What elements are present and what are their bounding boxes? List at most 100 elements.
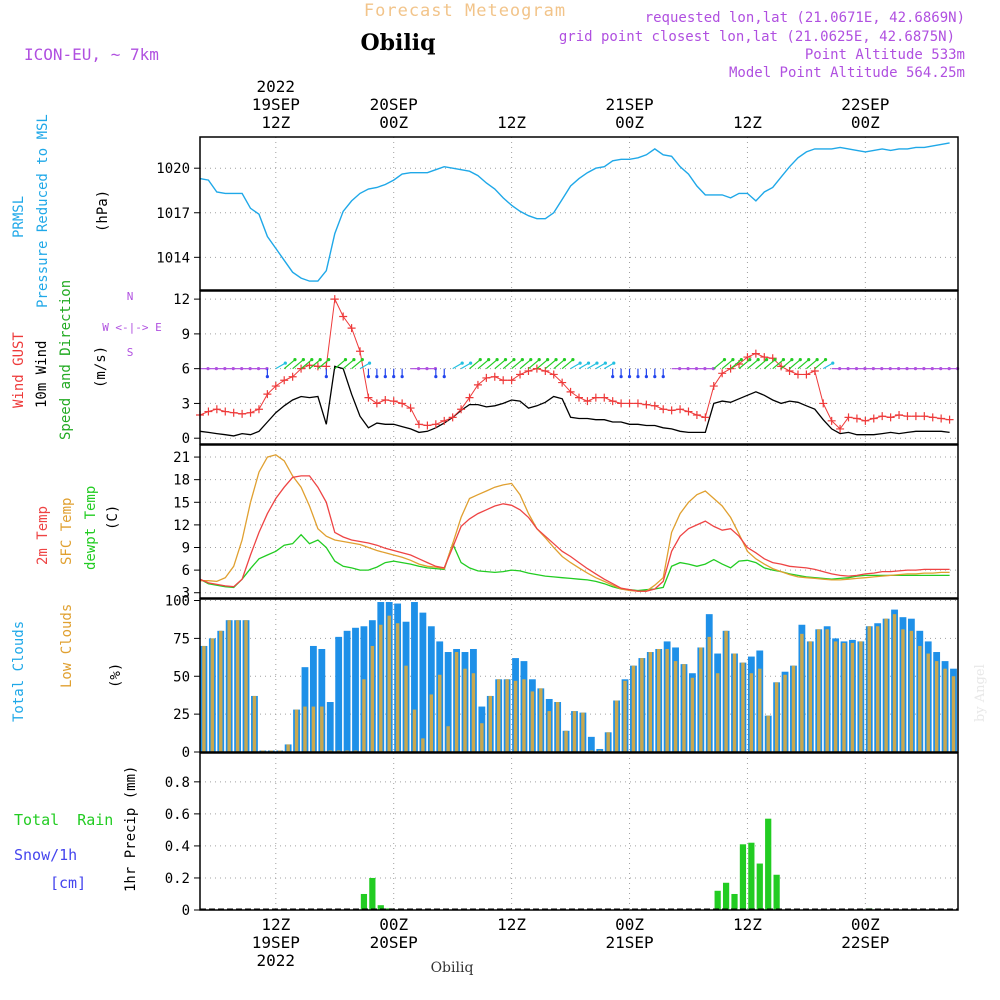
c-unit-label: (C) [105, 505, 121, 530]
wind-gust-line [199, 297, 950, 430]
wind-arrow-head [383, 375, 387, 379]
low-cloud-bar [859, 641, 863, 752]
wind-panel: 0 3 6 9 12 [173, 290, 960, 447]
requested-coordinates: requested lon,lat (21.0671E, 42.6869N) [645, 10, 965, 26]
gust-marker [457, 405, 466, 414]
wind-direction-arrow [814, 359, 826, 370]
low-cloud-bar [219, 630, 223, 752]
gust-marker [945, 415, 954, 424]
total-cloud-bar [335, 636, 343, 752]
bottom-axis-date: 19SEP [252, 933, 300, 952]
y-tick-label: 6 [182, 362, 190, 378]
dewpoint-line [199, 533, 950, 592]
wind-arrow-head [375, 375, 379, 379]
gust-marker [600, 393, 609, 402]
wind-direction-arrow [570, 362, 581, 370]
wind-arrow-head [546, 358, 550, 362]
wind-arrow-head [301, 358, 305, 362]
wind-arrow-head [231, 367, 235, 371]
wind-arrow-head [807, 358, 811, 362]
total-cloud-bar [596, 748, 604, 752]
top-axis-hour: 12Z [497, 113, 526, 132]
gust-marker [347, 324, 356, 333]
low-cloud-bar [606, 732, 610, 752]
speed-direction-label: Speed and Direction [58, 280, 74, 440]
low-cloud-bar [774, 682, 779, 752]
wind-arrow-head [703, 367, 707, 371]
top-axis-date: 22SEP [841, 95, 889, 114]
low-cloud-bar [572, 711, 577, 752]
low-cloud-bar [732, 653, 737, 752]
low-cloud-bar [808, 641, 813, 752]
gust-marker [608, 397, 617, 406]
low-cloud-bar [943, 668, 947, 752]
low-cloud-bar [766, 715, 770, 752]
rain-bar [773, 874, 780, 910]
gust-marker [465, 393, 474, 402]
gust-marker [852, 414, 861, 423]
low-cloud-bar [749, 673, 754, 752]
y-tick-label: 75 [173, 631, 190, 647]
low-cloud-bar [336, 750, 341, 752]
gust-marker [760, 353, 769, 362]
low-cloud-bar [261, 750, 265, 752]
gust-marker [473, 380, 482, 389]
wind-arrow-head [318, 358, 322, 362]
wind-arrow-head [611, 375, 615, 379]
low-cloud-bar [758, 668, 762, 752]
low-cloud-bar [269, 750, 273, 752]
hpa-unit-label: (hPa) [95, 190, 111, 232]
low-cloud-bar [918, 645, 922, 752]
low-cloud-bar [951, 676, 956, 752]
low-cloud-bar [614, 700, 619, 752]
low-cloud-bar [690, 677, 695, 752]
wind-panel-labels: Wind GUST 10m Wind Speed and Direction (… [11, 280, 162, 440]
gust-marker [280, 376, 289, 385]
bottom-axis-year: 2022 [257, 951, 296, 970]
y-tick-label: 0 [182, 903, 190, 919]
y-tick-label: 0.4 [165, 839, 190, 855]
wind-arrow-head [520, 358, 524, 362]
wind-arrow-head [678, 367, 682, 371]
low-cloud-bar [589, 750, 594, 752]
gust-marker [575, 393, 583, 402]
temp-2m-line [199, 475, 950, 592]
low-cloud-bar [379, 624, 383, 752]
gust-marker [684, 407, 693, 416]
y-tick-label: 0.2 [165, 871, 190, 887]
wind-arrow-head [206, 367, 210, 371]
wind-arrow-head [495, 358, 499, 362]
low-cloud-bar [833, 641, 838, 752]
wind-arrow-head [327, 358, 331, 362]
low-cloud-bar [362, 679, 366, 752]
rain-bar [739, 844, 747, 910]
total-clouds-label: Total Clouds [11, 621, 27, 722]
sfc-temp-line [200, 454, 950, 592]
y-tick-label: 25 [173, 707, 190, 723]
low-cloud-bar [657, 648, 661, 752]
grid-point-coordinates: grid point closest lon,lat (21.0625E, 42… [559, 29, 955, 45]
wind-arrow-head [343, 358, 348, 362]
ms-unit-label: (m/s) [93, 346, 109, 388]
low-cloud-bar [867, 626, 871, 752]
watermark: by Angel [973, 664, 988, 722]
low-cloud-bar [707, 636, 711, 752]
wind-arrow-head [360, 358, 364, 362]
low-cloud-bar [320, 706, 324, 752]
gust-marker [920, 412, 929, 421]
wind-arrow-head [310, 358, 314, 362]
wind-arrow-head [694, 367, 699, 371]
low-cloud-bar [303, 706, 307, 752]
low-cloud-bar [564, 730, 568, 752]
pressure-panel: 1014 1017 1020 [156, 136, 959, 291]
bottom-axis-hour: 00Z [851, 915, 880, 934]
wind-arrow-head [846, 367, 850, 371]
low-cloud-bar [421, 738, 425, 752]
gust-marker [330, 295, 339, 304]
bottom-axis-date: 22SEP [841, 933, 889, 952]
wind-arrow-head [686, 367, 690, 371]
wind-direction-arrow [763, 359, 776, 370]
low-cloud-bar [454, 652, 459, 752]
gust-marker [254, 405, 263, 414]
low-cloud-bar [210, 638, 215, 752]
